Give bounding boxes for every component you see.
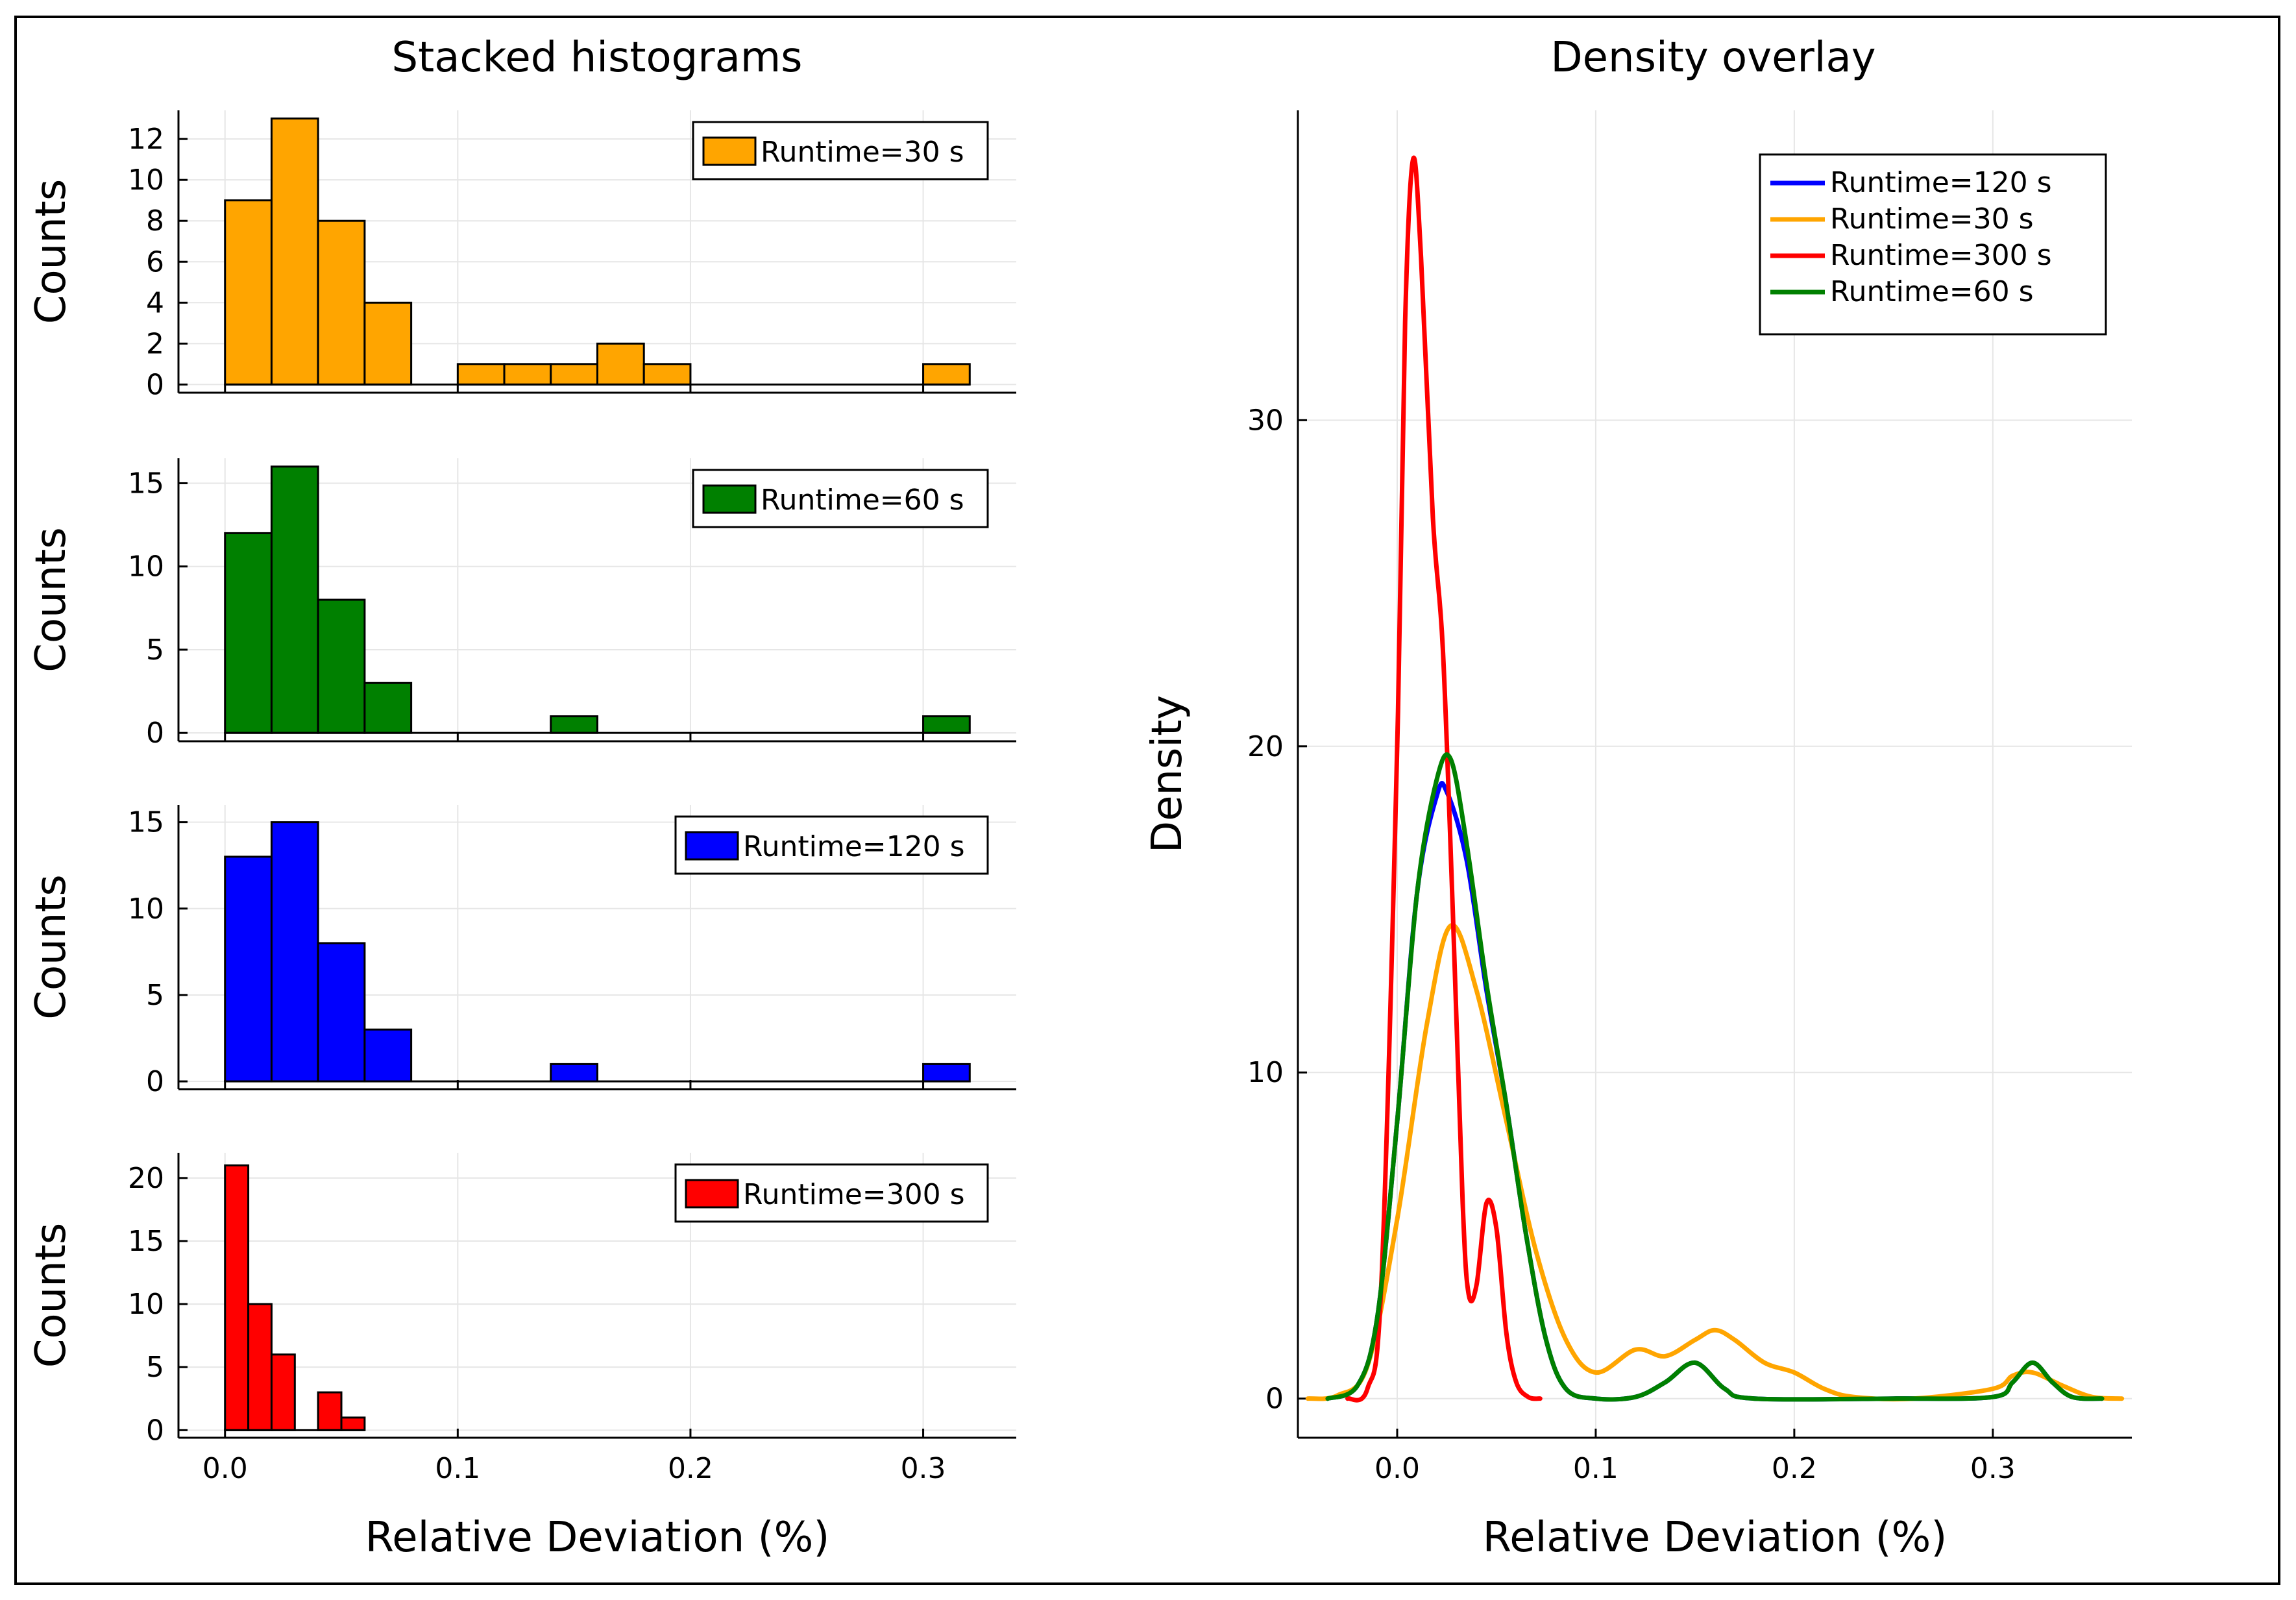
hist-y-tick-label: 10 bbox=[128, 164, 164, 197]
hist-x-tick-label: 0.2 bbox=[668, 1452, 713, 1485]
hist-y-tick-label: 20 bbox=[128, 1162, 164, 1195]
hist-y-tick-label: 10 bbox=[128, 550, 164, 584]
chart-area: 0 2 4 6 8 10 12 Counts Runtime=30 s 0 5 10 15 Counts R… bbox=[27, 110, 2132, 1562]
density-legend-label: Runtime=60 s bbox=[1830, 275, 2034, 308]
histogram-bar bbox=[922, 363, 971, 386]
hist-x-tick-label: 0.3 bbox=[901, 1452, 946, 1485]
legend-swatch bbox=[702, 136, 757, 166]
density-x-tick-label: 0.1 bbox=[1573, 1452, 1618, 1485]
histogram-bar bbox=[922, 1063, 971, 1083]
density-legend-label: Runtime=120 s bbox=[1830, 166, 2052, 199]
histogram-bar bbox=[317, 598, 366, 734]
density-y-tick-label: 30 bbox=[1247, 404, 1284, 437]
histogram-bar bbox=[596, 342, 645, 386]
histogram-bar bbox=[270, 821, 319, 1083]
histogram-bar bbox=[317, 1391, 343, 1431]
hist-y-tick-label: 0 bbox=[146, 368, 164, 401]
density-y-tick-label: 20 bbox=[1247, 730, 1284, 763]
hist-x-axis-label: Relative Deviation (%) bbox=[365, 1514, 830, 1562]
histogram-bar bbox=[270, 465, 319, 734]
density-y-tick-label: 0 bbox=[1265, 1383, 1284, 1416]
hist-y-tick-label: 10 bbox=[128, 1288, 164, 1321]
histogram-bar bbox=[363, 1028, 413, 1083]
density-y-axis-label: Density bbox=[1143, 695, 1191, 853]
hist-y-tick-label: 6 bbox=[146, 245, 164, 278]
density-line-runtime-300-s bbox=[1345, 155, 1543, 1403]
legend-label: Runtime=30 s bbox=[761, 136, 964, 169]
hist-x-tick-label: 0.0 bbox=[202, 1452, 248, 1485]
legend-swatch bbox=[685, 1179, 739, 1209]
legend-swatch bbox=[685, 831, 739, 861]
hist-y-axis-label: Counts bbox=[27, 527, 75, 672]
figure-frame bbox=[14, 16, 2280, 1585]
hist-y-tick-label: 12 bbox=[128, 123, 164, 156]
histogram-bar bbox=[270, 117, 319, 386]
hist-y-axis-label: Counts bbox=[27, 874, 75, 1019]
histogram-bar bbox=[456, 363, 506, 386]
hist-x-tick-label: 0.1 bbox=[435, 1452, 480, 1485]
hist-y-tick-label: 5 bbox=[146, 979, 164, 1012]
histogram-bar bbox=[550, 1063, 598, 1083]
histogram-bar bbox=[224, 855, 273, 1083]
legend-swatch bbox=[702, 484, 757, 514]
histogram-bar bbox=[224, 532, 273, 734]
density-x-tick-label: 0.3 bbox=[1970, 1452, 2016, 1485]
histogram-bar bbox=[247, 1303, 273, 1431]
histogram-bar bbox=[340, 1416, 366, 1431]
hist-y-tick-label: 15 bbox=[128, 467, 164, 500]
density-line-runtime-60-s bbox=[1325, 752, 2105, 1402]
hist-y-tick-label: 15 bbox=[128, 806, 164, 839]
hist-y-axis-label: Counts bbox=[27, 1223, 75, 1368]
histogram-bar bbox=[550, 715, 598, 734]
hist-y-tick-label: 5 bbox=[146, 634, 164, 667]
hist-y-tick-label: 15 bbox=[128, 1225, 164, 1258]
histogram-bar bbox=[317, 219, 366, 386]
histogram-bar bbox=[922, 715, 971, 734]
right-title: Density overlay bbox=[1550, 34, 1875, 82]
histogram-bar bbox=[550, 363, 598, 386]
hist-y-tick-label: 8 bbox=[146, 204, 164, 238]
histogram-bar bbox=[363, 301, 413, 386]
left-title: Stacked histograms bbox=[391, 34, 802, 82]
density-x-tick-label: 0.2 bbox=[1772, 1452, 1817, 1485]
density-x-tick-label: 0.0 bbox=[1374, 1452, 1420, 1485]
hist-y-tick-label: 2 bbox=[146, 327, 164, 360]
density-x-axis-label: Relative Deviation (%) bbox=[1483, 1514, 1948, 1562]
hist-y-axis-label: Counts bbox=[27, 179, 75, 324]
hist-y-tick-label: 5 bbox=[146, 1351, 164, 1384]
hist-y-tick-label: 4 bbox=[146, 286, 164, 319]
hist-y-tick-label: 0 bbox=[146, 1065, 164, 1098]
histogram-bar bbox=[363, 682, 413, 734]
density-legend-label: Runtime=300 s bbox=[1830, 239, 2052, 272]
histogram-bar bbox=[224, 199, 273, 386]
histogram-bar bbox=[317, 942, 366, 1083]
density-y-tick-label: 10 bbox=[1247, 1056, 1284, 1089]
histogram-bar bbox=[224, 1164, 250, 1431]
hist-y-tick-label: 10 bbox=[128, 892, 164, 926]
density-legend-label: Runtime=30 s bbox=[1830, 203, 2034, 236]
legend-label: Runtime=60 s bbox=[761, 484, 964, 517]
hist-y-tick-label: 0 bbox=[146, 1414, 164, 1447]
hist-y-tick-label: 0 bbox=[146, 717, 164, 750]
histogram-bar bbox=[503, 363, 552, 386]
histogram-bar bbox=[270, 1353, 296, 1431]
legend-label: Runtime=300 s bbox=[743, 1178, 965, 1211]
histogram-bar bbox=[642, 363, 692, 386]
legend-label: Runtime=120 s bbox=[743, 830, 965, 863]
density-line-runtime-30-s bbox=[1305, 922, 2125, 1402]
